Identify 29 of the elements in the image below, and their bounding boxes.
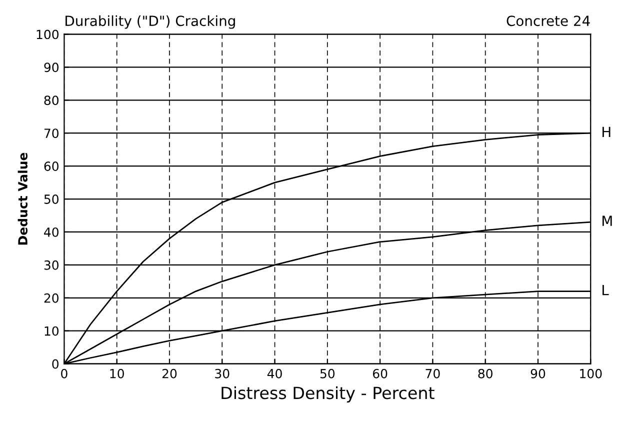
y-tick-label: 90 [44, 62, 59, 72]
x-tick-label: 20 [162, 368, 177, 378]
y-tick-label: 80 [44, 96, 59, 106]
y-tick-label: 0 [52, 359, 59, 369]
x-tick-label: 80 [478, 368, 492, 378]
y-tick-label: 60 [44, 162, 59, 171]
x-tick-label: 40 [267, 368, 282, 378]
y-tick-label: 50 [44, 194, 59, 204]
x-tick-label: 30 [215, 368, 230, 378]
series-label: H [602, 126, 610, 137]
y-tick-label: 20 [44, 293, 59, 303]
text: Concrete 24 [506, 16, 590, 26]
x-axis-title: Distress Density - Percent [222, 386, 434, 402]
x-tick-label: 60 [372, 368, 388, 378]
y-tick-label: 10 [44, 326, 59, 336]
x-tick-label: 90 [530, 368, 546, 378]
series-label: L [602, 285, 609, 296]
x-tick-label: 100 [580, 368, 602, 378]
x-tick-label: 70 [426, 368, 440, 378]
chart-title: Durability ("D") Cracking [66, 15, 235, 29]
x-tick-label: 0 [61, 368, 68, 378]
y-tick-label: 100 [36, 30, 59, 40]
x-tick-label: 10 [110, 368, 124, 378]
series-label: M [602, 216, 612, 226]
y-axis-title: Deduct Value [18, 152, 28, 245]
y-tick-label: 30 [44, 260, 59, 270]
y-tick-label: 40 [44, 227, 59, 237]
y-tick-label: 70 [44, 128, 59, 138]
x-tick-label: 50 [320, 368, 335, 378]
